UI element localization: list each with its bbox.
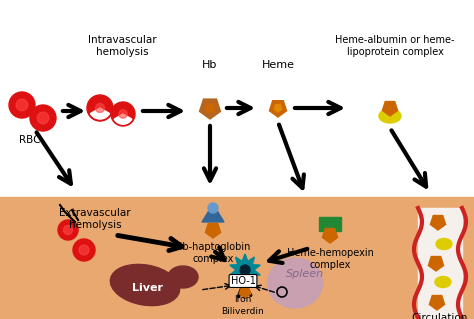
- Circle shape: [9, 92, 35, 118]
- Polygon shape: [205, 224, 220, 238]
- Circle shape: [240, 265, 250, 275]
- Polygon shape: [205, 104, 215, 113]
- Text: HO-1: HO-1: [230, 276, 255, 286]
- Text: Hb: Hb: [202, 60, 218, 70]
- Text: Circulation: Circulation: [412, 313, 468, 319]
- Wedge shape: [114, 114, 132, 124]
- Circle shape: [111, 102, 135, 126]
- Polygon shape: [430, 216, 446, 230]
- Circle shape: [58, 220, 78, 240]
- Text: Liver: Liver: [133, 283, 164, 293]
- Text: Iron
Biliverdin
Carbon monoxide: Iron Biliverdin Carbon monoxide: [203, 295, 283, 319]
- Text: Extravascular
hemolysis: Extravascular hemolysis: [59, 208, 131, 230]
- Ellipse shape: [436, 239, 452, 249]
- Polygon shape: [274, 105, 282, 112]
- Bar: [418, 208, 462, 318]
- Bar: [319, 217, 341, 231]
- Bar: [0, 0, 474, 197]
- Polygon shape: [322, 228, 337, 243]
- Polygon shape: [230, 254, 260, 286]
- Text: Spleen: Spleen: [286, 269, 324, 279]
- Ellipse shape: [435, 277, 451, 287]
- Bar: [0, 197, 474, 319]
- Text: Heme-albumin or heme-
lipoprotein complex: Heme-albumin or heme- lipoprotein comple…: [335, 35, 455, 56]
- Ellipse shape: [110, 264, 180, 306]
- Circle shape: [16, 99, 28, 111]
- Text: Hb-haptoglobin
complex: Hb-haptoglobin complex: [175, 242, 251, 263]
- Text: Heme-hemopexin
complex: Heme-hemopexin complex: [287, 248, 374, 270]
- Polygon shape: [239, 287, 251, 298]
- Polygon shape: [428, 256, 444, 271]
- Circle shape: [87, 95, 113, 121]
- Circle shape: [208, 203, 218, 213]
- Circle shape: [73, 239, 95, 261]
- Circle shape: [30, 105, 56, 131]
- Text: Heme: Heme: [262, 60, 294, 70]
- Ellipse shape: [267, 258, 322, 308]
- Circle shape: [64, 226, 73, 234]
- Text: Intravascular
hemolysis: Intravascular hemolysis: [88, 35, 156, 56]
- Polygon shape: [202, 204, 224, 222]
- Wedge shape: [91, 108, 109, 119]
- Polygon shape: [269, 101, 287, 117]
- Ellipse shape: [168, 266, 198, 288]
- Polygon shape: [429, 295, 445, 310]
- Circle shape: [79, 245, 89, 255]
- Circle shape: [95, 103, 105, 113]
- Ellipse shape: [379, 109, 401, 123]
- Polygon shape: [383, 101, 398, 116]
- Circle shape: [37, 112, 49, 124]
- Text: RBC: RBC: [19, 135, 41, 145]
- Polygon shape: [200, 99, 220, 119]
- Circle shape: [119, 110, 127, 118]
